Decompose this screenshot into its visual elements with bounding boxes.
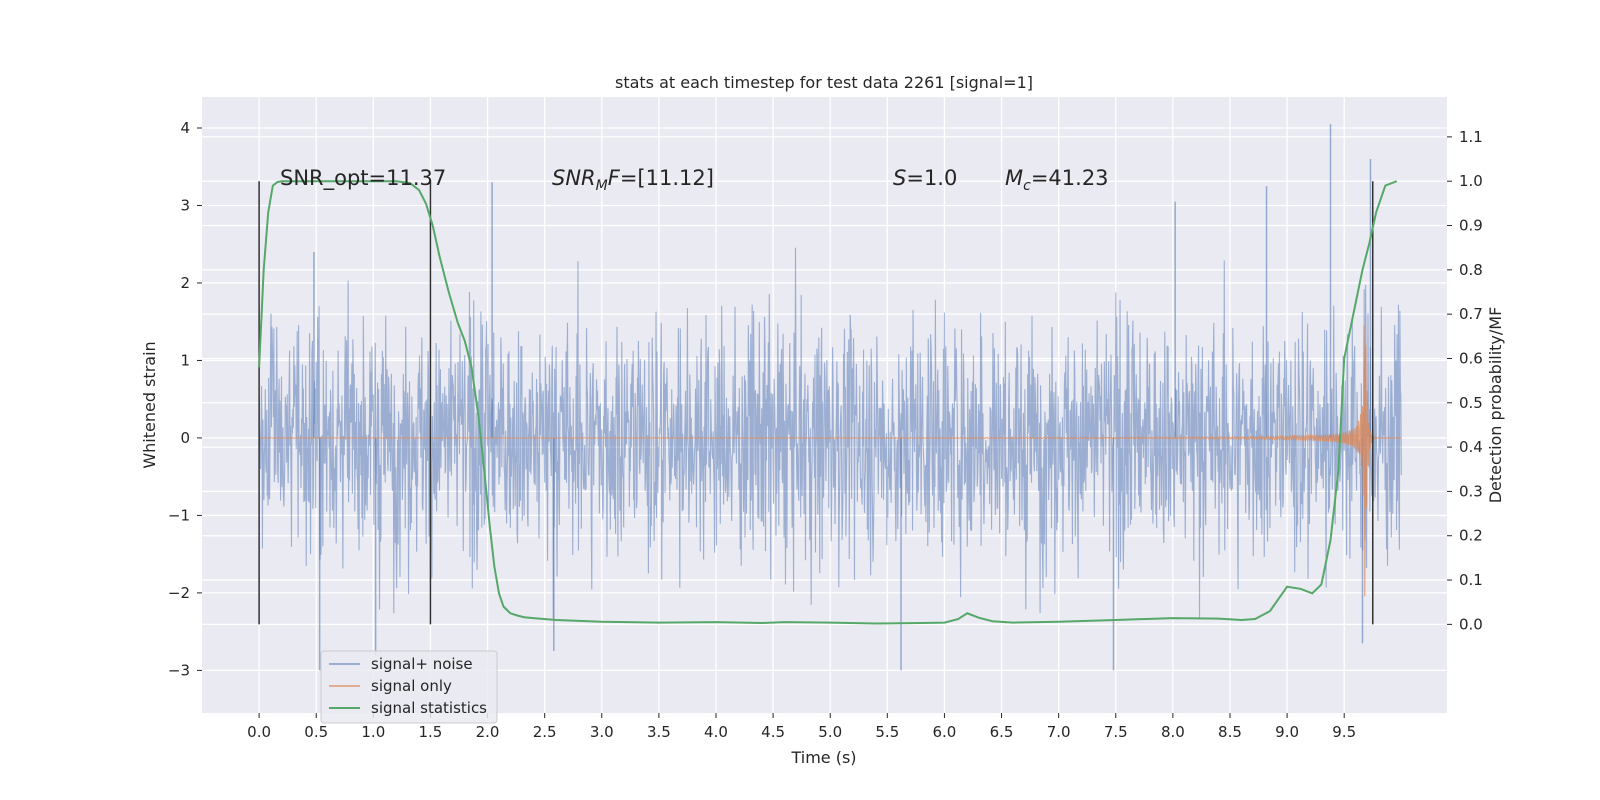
x-tick-label: 3.0 bbox=[590, 723, 614, 741]
x-tick-label: 9.5 bbox=[1332, 723, 1356, 741]
y2-tick-label: 0.1 bbox=[1459, 571, 1483, 589]
legend-box bbox=[320, 650, 498, 724]
y-tick-label: −1 bbox=[168, 506, 190, 524]
snr-mf-number: =[11.12] bbox=[620, 166, 714, 190]
snr-mf-value: F=[11.12] bbox=[608, 166, 714, 190]
signal-statistics-series bbox=[258, 180, 1398, 625]
right-y-tick-labels: 1.1 1.0 0.9 0.8 0.7 0.6 0.5 0.4 0.3 0.2 0.1 0.0 bbox=[1447, 128, 1483, 633]
signal-noise-series bbox=[258, 124, 1402, 671]
x-tick-label: 5.5 bbox=[875, 723, 899, 741]
y2-tick-label: 0.4 bbox=[1459, 438, 1483, 456]
x-tick-label: 8.5 bbox=[1218, 723, 1242, 741]
snr-mf-subscript: M bbox=[596, 178, 608, 194]
snr-mf-f: F bbox=[608, 166, 621, 190]
x-axis-label: Time (s) bbox=[790, 748, 856, 767]
y2-tick-label: 1.0 bbox=[1459, 172, 1483, 190]
snr-mf-base: SNR bbox=[552, 166, 596, 190]
x-tick-label: 0.5 bbox=[304, 723, 328, 741]
legend-label-signal-statistics: signal statistics bbox=[371, 699, 487, 717]
y-tick-label: −2 bbox=[168, 584, 190, 602]
y-tick-label: −3 bbox=[168, 661, 190, 679]
chart-title: stats at each timestep for test data 226… bbox=[615, 73, 1033, 92]
right-y-axis-label: Detection probability/MF bbox=[1486, 307, 1505, 504]
x-tick-label: 6.0 bbox=[933, 723, 957, 741]
x-tick-label: 0.0 bbox=[247, 723, 271, 741]
y2-tick-label: 0.5 bbox=[1459, 394, 1483, 412]
legend-label-signal-only: signal only bbox=[371, 677, 452, 695]
mc-value: =41.23 bbox=[1031, 166, 1109, 190]
signal-statistics-line bbox=[258, 180, 1398, 625]
y-axis-label: Whitened strain bbox=[140, 341, 159, 468]
s-value: =1.0 bbox=[906, 166, 957, 190]
y2-tick-label: 1.1 bbox=[1459, 128, 1483, 146]
x-tick-label: 8.0 bbox=[1161, 723, 1185, 741]
x-tick-label: 1.0 bbox=[361, 723, 385, 741]
s-symbol: S bbox=[893, 166, 906, 190]
x-tick-label: 9.0 bbox=[1275, 723, 1299, 741]
y-tick-label: 1 bbox=[180, 351, 190, 369]
y2-tick-label: 0.8 bbox=[1459, 261, 1483, 279]
x-tick-label: 4.0 bbox=[704, 723, 728, 741]
x-tick-label: 5.0 bbox=[818, 723, 842, 741]
x-tick-label: 2.5 bbox=[533, 723, 557, 741]
y-tick-labels: 4 3 2 1 0 −1 −2 −3 bbox=[168, 119, 202, 679]
x-tick-label: 4.5 bbox=[761, 723, 785, 741]
x-tick-label: 1.5 bbox=[419, 723, 443, 741]
legend: signal+ noise signal only signal statist… bbox=[320, 650, 498, 724]
y2-tick-label: 0.2 bbox=[1459, 527, 1483, 545]
x-tick-label: 7.5 bbox=[1104, 723, 1128, 741]
mc-symbol: M bbox=[1005, 166, 1023, 190]
signal-only-series bbox=[259, 325, 1402, 597]
signal-only-trace bbox=[259, 325, 1402, 597]
x-tick-labels: 0.0 0.5 1.0 1.5 2.0 2.5 3.0 3.5 4.0 4.5 5.0 5.5 6.0 6… bbox=[247, 713, 1356, 741]
mc-subscript: c bbox=[1023, 178, 1031, 194]
snr-opt-annotation: SNR_opt=11.37 bbox=[280, 166, 446, 191]
snr-mf-annotation: SNRMF=[11.12] bbox=[552, 166, 714, 194]
y2-tick-label: 0.3 bbox=[1459, 482, 1483, 500]
y-tick-label: 0 bbox=[180, 429, 190, 447]
y-tick-label: 4 bbox=[180, 119, 190, 137]
mc-annotation: Mc=41.23 bbox=[1005, 166, 1109, 194]
x-tick-label: 7.0 bbox=[1047, 723, 1071, 741]
legend-label-signal-noise: signal+ noise bbox=[371, 655, 473, 673]
x-tick-label: 6.5 bbox=[990, 723, 1014, 741]
y-tick-label: 2 bbox=[180, 274, 190, 292]
y2-tick-label: 0.9 bbox=[1459, 217, 1483, 235]
y2-tick-label: 0.6 bbox=[1459, 349, 1483, 367]
vertical-markers bbox=[258, 181, 1374, 625]
s-annotation: S=1.0 bbox=[893, 166, 957, 190]
y-tick-label: 3 bbox=[180, 196, 190, 214]
x-tick-label: 2.0 bbox=[476, 723, 500, 741]
x-tick-label: 3.5 bbox=[647, 723, 671, 741]
y2-tick-label: 0.0 bbox=[1459, 615, 1483, 633]
y2-tick-label: 0.7 bbox=[1459, 305, 1483, 323]
signal-noise-trace bbox=[258, 247, 1402, 620]
